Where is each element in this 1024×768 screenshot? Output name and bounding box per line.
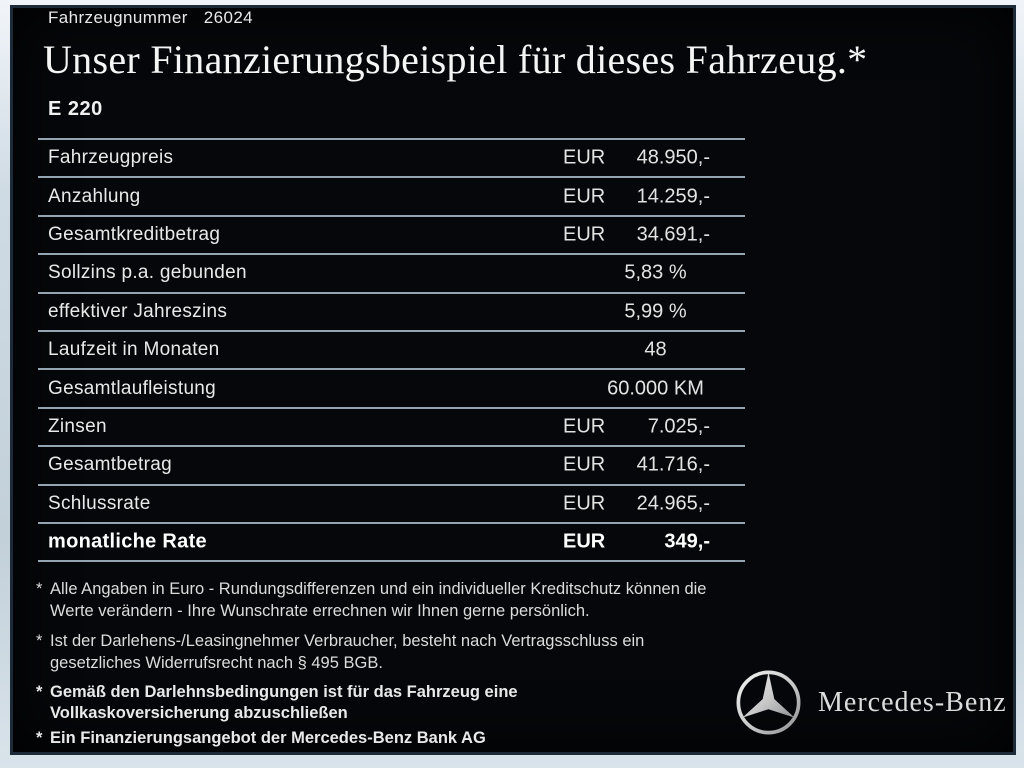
footnote-marker: * <box>36 683 43 701</box>
row-label: Zinsen <box>48 415 107 437</box>
page-title: Unser Finanzierungsbeispiel für dieses F… <box>43 37 868 82</box>
value-amount: 349,- <box>664 530 710 553</box>
currency-label: EUR <box>563 492 606 515</box>
footnote: * Alle Angaben in Euro - Rundungsdiffere… <box>36 578 744 622</box>
value-amount: 48.950,- <box>636 146 710 169</box>
footnote-marker: * <box>36 580 43 598</box>
row-value: EUR 349,- <box>563 531 710 554</box>
row-value: 5,99 % <box>558 300 753 323</box>
value-amount: 24.965,- <box>636 492 710 515</box>
footnote-text: Gemäß den Darlehnsbedingungen ist für da… <box>50 683 518 722</box>
row-label: Schlussrate <box>48 492 151 514</box>
value-amount: 7.025,- <box>647 415 710 438</box>
table-row: Schlussrate EUR 24.965,- <box>38 483 745 522</box>
row-value: EUR 34.691,- <box>563 223 710 246</box>
table-row: effektiver Jahreszins 5,99 % <box>38 291 745 330</box>
currency-label: EUR <box>563 146 606 169</box>
row-value: EUR 24.965,- <box>563 492 710 515</box>
table-row: Zinsen EUR 7.025,- <box>38 406 745 445</box>
currency-label: EUR <box>563 185 606 208</box>
table-row: Gesamtlaufleistung 60.000 KM <box>38 368 745 406</box>
currency-label: EUR <box>563 453 606 476</box>
footnotes: * Alle Angaben in Euro - Rundungsdiffere… <box>36 578 744 753</box>
table-row: monatliche Rate EUR 349,- <box>38 521 745 560</box>
footnote: * Ein Finanzierungsangebot der Mercedes-… <box>36 728 744 749</box>
table-row: Gesamtbetrag EUR 41.716,- <box>38 445 745 483</box>
value-amount: 48 <box>644 338 667 361</box>
currency-label: EUR <box>563 415 606 438</box>
row-label: Gesamtkreditbetrag <box>48 223 221 245</box>
value-amount: 41.716,- <box>636 453 710 476</box>
value-amount: 60.000 KM <box>607 377 704 400</box>
table-row: Anzahlung EUR 14.259,- <box>38 176 745 214</box>
finance-table: Fahrzeugpreis EUR 48.950,- Anzahlung EUR 1… <box>38 138 745 563</box>
footnote-text: Ein Finanzierungsangebot der Mercedes-Be… <box>50 729 486 747</box>
value-amount: 5,99 % <box>624 300 687 323</box>
footnote-text: Ist der Darlehens-/Leasingnehmer Verbrau… <box>50 632 645 672</box>
row-value: EUR 14.259,- <box>563 185 710 208</box>
footnote: * Ist der Darlehens-/Leasingnehmer Verbr… <box>36 630 744 674</box>
table-row: Laufzeit in Monaten 48 <box>38 329 745 368</box>
footnote-text: Alle Angaben in Euro - Rundungsdifferenz… <box>50 580 707 620</box>
row-value: EUR 41.716,- <box>563 454 710 477</box>
footnote: * Gemäß den Darlehnsbedingungen ist für … <box>36 682 744 724</box>
row-label: Laufzeit in Monaten <box>48 339 220 361</box>
vehicle-number-value: 26024 <box>203 8 254 27</box>
finance-sheet-panel <box>10 5 1016 755</box>
row-value: EUR 48.950,- <box>563 147 710 170</box>
vehicle-number: Fahrzeugnummer 26024 <box>48 8 253 28</box>
value-amount: 14.259,- <box>636 185 710 208</box>
row-label: Anzahlung <box>48 185 141 207</box>
value-amount: 5,83 % <box>624 261 687 284</box>
currency-label: EUR <box>563 223 606 246</box>
brand-name: Mercedes-Benz <box>818 686 1007 718</box>
row-label: monatliche Rate <box>48 530 207 553</box>
row-value: 5,83 % <box>558 262 753 285</box>
row-label: effektiver Jahreszins <box>48 300 228 322</box>
table-row: Gesamtkreditbetrag EUR 34.691,- <box>38 214 745 253</box>
brand-area: Mercedes-Benz <box>735 669 1007 736</box>
currency-label: EUR <box>563 530 606 553</box>
table-row: Sollzins p.a. gebunden 5,83 % <box>38 253 745 291</box>
vehicle-model: E 220 <box>48 98 103 120</box>
row-value: 60.000 KM <box>558 377 753 400</box>
vehicle-number-label: Fahrzeugnummer <box>48 8 188 27</box>
row-label: Sollzins p.a. gebunden <box>48 262 247 284</box>
footnote-marker: * <box>36 632 43 650</box>
footnote-marker: * <box>36 729 43 747</box>
row-value: EUR 7.025,- <box>563 415 710 438</box>
table-row: Fahrzeugpreis EUR 48.950,- <box>38 138 745 176</box>
row-label: Gesamtlaufleistung <box>48 377 217 399</box>
mercedes-star-icon <box>736 670 801 735</box>
row-label: Fahrzeugpreis <box>48 147 174 169</box>
row-value: 48 <box>558 339 753 362</box>
value-amount: 34.691,- <box>636 223 710 246</box>
row-label: Gesamtbetrag <box>48 454 172 476</box>
